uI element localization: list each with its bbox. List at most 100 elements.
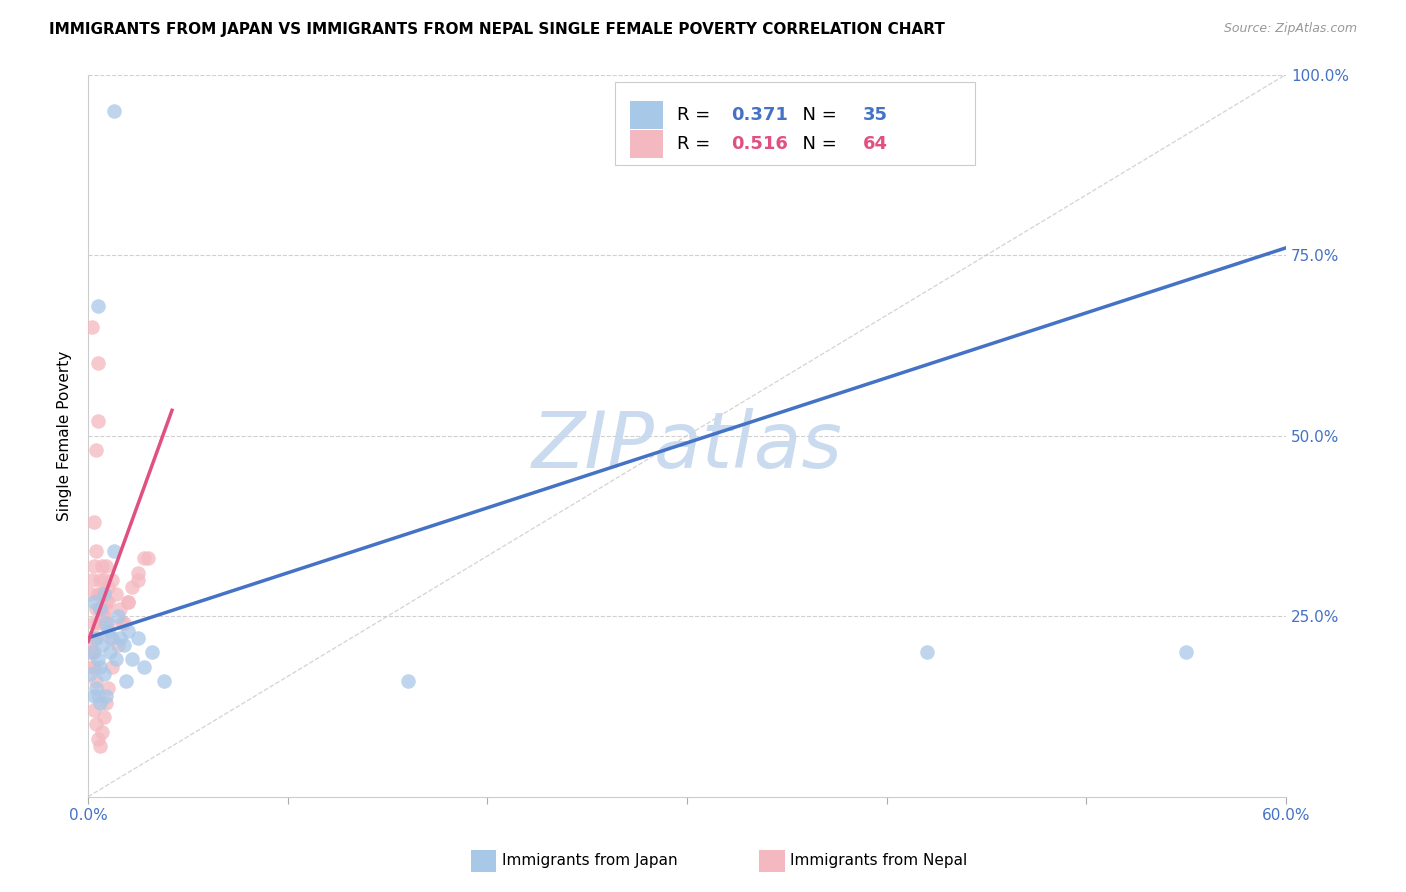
- Point: [87, 731, 110, 746]
- Point: [127, 573, 149, 587]
- Point: [84, 602, 107, 616]
- Point: [87, 299, 110, 313]
- Text: Source: ZipAtlas.com: Source: ZipAtlas.com: [1223, 22, 1357, 36]
- Point: [79, 667, 101, 681]
- Point: [94, 558, 117, 573]
- Point: [87, 356, 110, 370]
- Point: [107, 609, 129, 624]
- Point: [103, 103, 125, 118]
- Point: [108, 631, 131, 645]
- Point: [915, 645, 938, 659]
- Text: 64: 64: [863, 135, 889, 153]
- Point: [97, 595, 120, 609]
- Point: [153, 674, 176, 689]
- Point: [83, 689, 105, 703]
- Point: [93, 573, 115, 587]
- Point: [87, 652, 110, 666]
- Text: ZIPatlas: ZIPatlas: [531, 409, 842, 484]
- Point: [112, 616, 135, 631]
- Point: [83, 659, 105, 673]
- Point: [87, 414, 110, 428]
- Point: [103, 544, 125, 558]
- Point: [105, 652, 128, 666]
- Text: R =: R =: [678, 135, 717, 153]
- Point: [94, 696, 117, 710]
- Text: R =: R =: [678, 106, 717, 124]
- Point: [117, 595, 139, 609]
- Point: [121, 580, 143, 594]
- Point: [93, 587, 115, 601]
- Point: [91, 587, 114, 601]
- Bar: [630, 101, 664, 128]
- Point: [89, 659, 111, 673]
- Point: [79, 587, 101, 601]
- Point: [91, 587, 114, 601]
- Point: [79, 645, 101, 659]
- Point: [93, 667, 115, 681]
- Point: [101, 631, 124, 645]
- Point: [91, 638, 114, 652]
- Point: [107, 638, 129, 652]
- Point: [84, 443, 107, 458]
- Point: [82, 320, 104, 334]
- Point: [93, 609, 115, 624]
- Point: [127, 566, 149, 580]
- Point: [98, 645, 121, 659]
- Point: [84, 681, 107, 696]
- Point: [89, 739, 111, 753]
- Point: [84, 717, 107, 731]
- Point: [136, 551, 159, 566]
- Text: IMMIGRANTS FROM JAPAN VS IMMIGRANTS FROM NEPAL SINGLE FEMALE POVERTY CORRELATION: IMMIGRANTS FROM JAPAN VS IMMIGRANTS FROM…: [49, 22, 945, 37]
- Point: [97, 624, 120, 638]
- Point: [82, 645, 104, 659]
- Point: [89, 696, 111, 710]
- Point: [84, 631, 107, 645]
- Point: [93, 710, 115, 724]
- Point: [82, 631, 104, 645]
- Point: [87, 587, 110, 601]
- Point: [93, 616, 115, 631]
- Point: [97, 616, 120, 631]
- Point: [91, 602, 114, 616]
- Point: [84, 544, 107, 558]
- Text: N =: N =: [792, 106, 842, 124]
- Point: [105, 587, 128, 601]
- Point: [112, 638, 135, 652]
- Point: [91, 724, 114, 739]
- Point: [82, 645, 104, 659]
- Point: [84, 674, 107, 689]
- Point: [94, 602, 117, 616]
- Point: [115, 674, 138, 689]
- Point: [83, 595, 105, 609]
- Point: [132, 551, 155, 566]
- Point: [94, 595, 117, 609]
- Point: [83, 515, 105, 529]
- Point: [117, 624, 139, 638]
- Point: [84, 631, 107, 645]
- Point: [89, 602, 111, 616]
- Point: [101, 573, 124, 587]
- Point: [94, 616, 117, 631]
- Point: [89, 587, 111, 601]
- Point: [89, 573, 111, 587]
- Point: [97, 580, 120, 594]
- Point: [111, 616, 134, 631]
- Point: [97, 681, 120, 696]
- Text: 0.516: 0.516: [731, 135, 789, 153]
- Point: [396, 674, 419, 689]
- Point: [141, 645, 163, 659]
- Point: [91, 558, 114, 573]
- Point: [117, 595, 139, 609]
- Text: Immigrants from Nepal: Immigrants from Nepal: [790, 854, 967, 868]
- Point: [132, 659, 155, 673]
- Point: [82, 573, 104, 587]
- Point: [89, 602, 111, 616]
- Bar: [630, 130, 664, 158]
- Point: [94, 689, 117, 703]
- Point: [87, 689, 110, 703]
- Point: [93, 587, 115, 601]
- Text: Immigrants from Japan: Immigrants from Japan: [502, 854, 678, 868]
- Point: [83, 558, 105, 573]
- Text: 0.371: 0.371: [731, 106, 789, 124]
- Point: [83, 703, 105, 717]
